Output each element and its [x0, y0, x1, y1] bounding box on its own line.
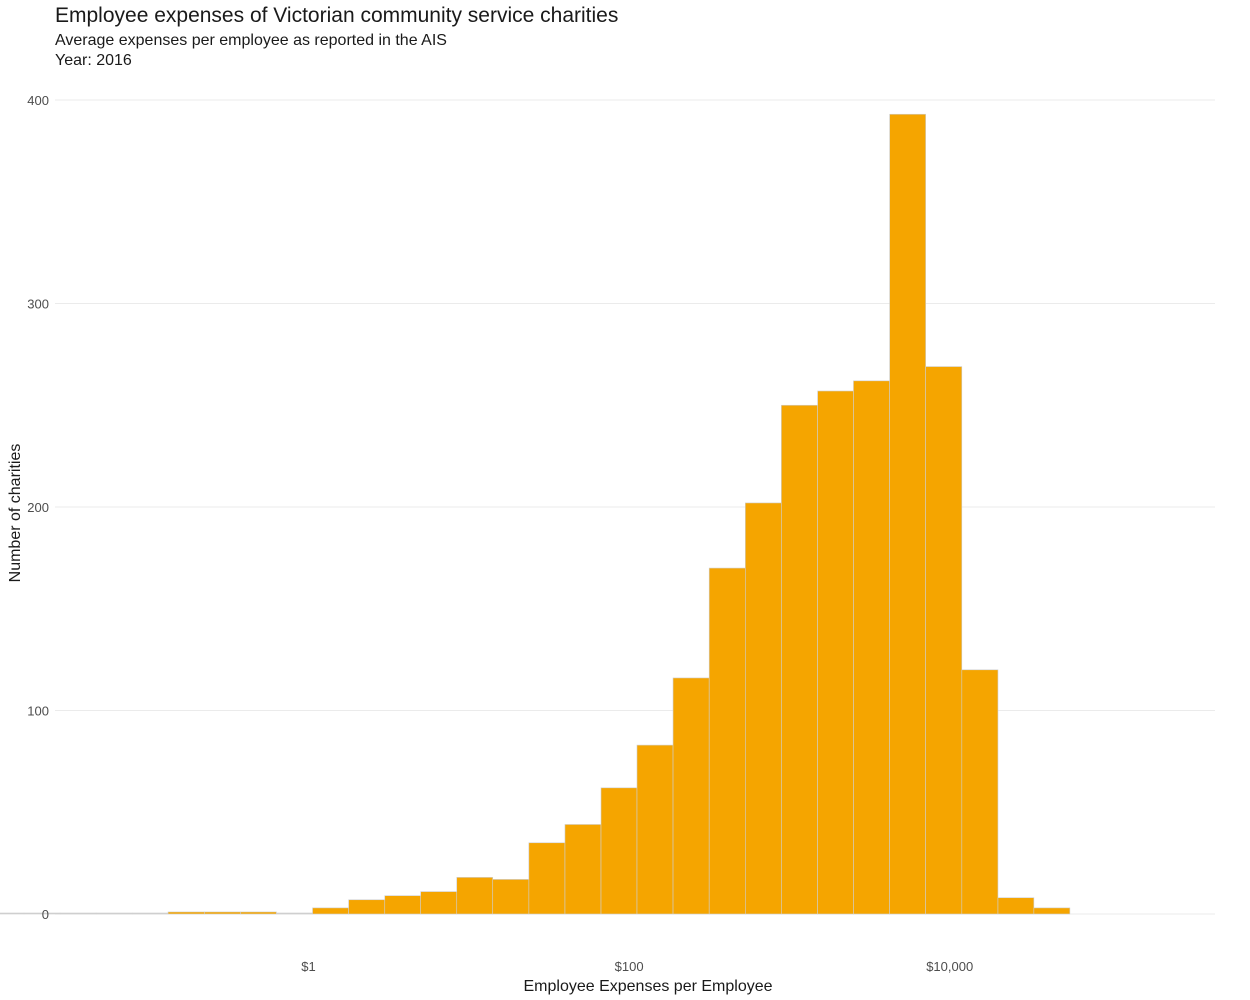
histogram-bar [889, 113, 926, 915]
histogram-bar [348, 899, 386, 915]
histogram-bar [240, 911, 277, 915]
histogram-bar [781, 404, 818, 915]
y-tick-label: 400 [27, 93, 49, 108]
chart-subtitle: Average expenses per employee as reporte… [55, 32, 447, 49]
histogram-bar [961, 669, 999, 915]
histogram-bar [312, 907, 349, 915]
histogram-bars [0, 113, 1071, 915]
histogram-bar [636, 744, 674, 915]
histogram-bar [420, 891, 458, 915]
histogram-bar [384, 895, 421, 915]
histogram-bar [131, 912, 169, 915]
histogram-bar [0, 912, 25, 915]
histogram-bar [456, 877, 494, 915]
x-tick-label: $100 [615, 959, 644, 974]
x-tick-label: $10,000 [926, 959, 973, 974]
y-tick-label: 200 [27, 500, 49, 515]
y-axis-title: Number of charities [7, 444, 24, 583]
histogram-bar [564, 824, 602, 915]
histogram-bar [95, 912, 133, 915]
histogram-bar [708, 567, 746, 915]
y-tick-label: 300 [27, 297, 49, 312]
histogram-bar [997, 897, 1035, 915]
chart-title: Employee expenses of Victorian community… [55, 4, 619, 27]
histogram-bar [672, 677, 710, 915]
histogram-bar [167, 911, 205, 915]
histogram-bar [204, 911, 241, 915]
histogram-bar [745, 502, 782, 915]
histogram-bar [59, 912, 97, 915]
histogram-bar [600, 787, 638, 915]
x-tick-label: $1 [301, 959, 315, 974]
histogram-bar [1033, 907, 1071, 915]
x-axis-title: Employee Expenses per Employee [523, 978, 772, 995]
y-tick-label: 100 [27, 704, 49, 719]
x-axis-ticks: $1 $100 $10,000 [301, 959, 973, 974]
histogram-bar [925, 366, 963, 915]
chart-subtitle-year: Year: 2016 [55, 52, 132, 69]
histogram-bar [528, 842, 566, 915]
histogram-bar [492, 879, 530, 915]
histogram-bar [276, 912, 313, 915]
y-axis-ticks: 0 100 200 300 400 [27, 93, 49, 922]
y-tick-label: 0 [42, 907, 49, 922]
histogram-bar [817, 390, 854, 915]
histogram-bar [853, 380, 890, 915]
